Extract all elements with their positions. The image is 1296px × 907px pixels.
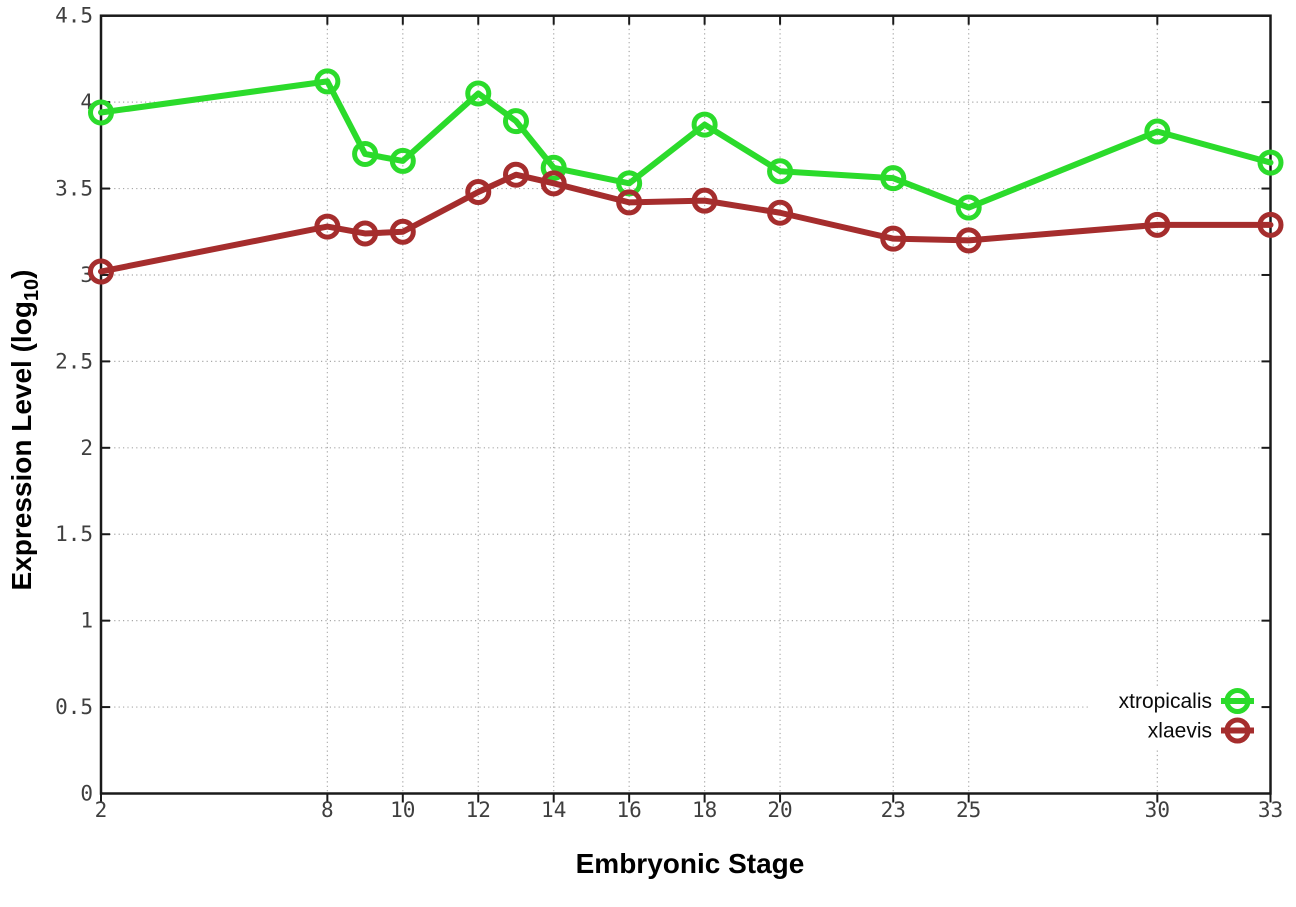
tick-label-x-16: 16	[617, 798, 642, 822]
legend-label-xtropicalis: xtropicalis	[1119, 690, 1212, 713]
x-axis-title: Embryonic Stage	[576, 848, 805, 879]
tick-label-x-10: 10	[390, 798, 415, 822]
series-line-xlaevis	[98, 171, 1274, 275]
tick-label-y-3.5: 3.5	[55, 177, 93, 201]
marker-xlaevis-stage-14	[540, 170, 567, 197]
marker-xlaevis-stage-20	[767, 199, 794, 226]
y-axis-title-subscript: 10	[21, 279, 43, 301]
tick-label-x-23: 23	[881, 798, 906, 822]
marker-xtropicalis-stage-30	[1144, 118, 1171, 145]
tick-label-x-12: 12	[466, 798, 491, 822]
marker-xlaevis-stage-12	[465, 179, 492, 206]
marker-xtropicalis-stage-23	[880, 165, 907, 192]
marker-xlaevis-stage-8	[314, 213, 341, 240]
marker-xtropicalis-stage-25	[955, 194, 982, 221]
marker-xtropicalis-stage-10	[389, 147, 416, 174]
marker-xlaevis-stage-10	[389, 218, 416, 245]
tick-label-y-1.5: 1.5	[55, 522, 93, 546]
tick-label-x-33: 33	[1258, 798, 1283, 822]
y-axis-title: Expression Level (log10)	[6, 270, 43, 591]
marker-xtropicalis-stage-13	[502, 108, 529, 135]
y-axis-title-main: Expression Level (log	[6, 301, 37, 590]
marker-xlaevis-stage-23	[880, 225, 907, 252]
tick-label-y-0.5: 0.5	[55, 695, 93, 719]
legend-marker-xtropicalis	[1224, 688, 1251, 714]
marker-xlaevis-stage-16	[616, 189, 643, 216]
marker-xlaevis-stage-25	[955, 227, 982, 254]
tick-label-x-25: 25	[956, 798, 981, 822]
tick-label-y-0: 0	[80, 782, 93, 806]
marker-xtropicalis-stage-9	[352, 140, 379, 167]
marker-xlaevis-stage-18	[691, 187, 718, 214]
plot-frame	[99, 14, 1272, 795]
marker-xlaevis-stage-13	[502, 161, 529, 188]
marker-xtropicalis-stage-20	[767, 158, 794, 185]
tick-label-y-2.5: 2.5	[55, 349, 93, 373]
legend-label-xlaevis: xlaevis	[1148, 720, 1212, 743]
marker-xtropicalis-stage-8	[314, 68, 341, 95]
marker-xtropicalis-stage-2	[88, 99, 114, 126]
tick-label-x-8: 8	[321, 798, 334, 822]
tick-label-x-2: 2	[95, 798, 108, 822]
marker-xtropicalis-stage-18	[691, 111, 718, 138]
marker-xlaevis-stage-33	[1257, 211, 1284, 238]
tick-label-x-14: 14	[541, 798, 566, 822]
marker-xlaevis-stage-2	[88, 258, 114, 285]
tick-label-x-18: 18	[692, 798, 717, 822]
marker-xtropicalis-stage-14	[540, 154, 567, 181]
series-line-xtropicalis	[98, 78, 1274, 211]
marker-xlaevis-stage-9	[352, 220, 379, 247]
marker-xlaevis-stage-30	[1144, 211, 1171, 238]
legend-marker-xlaevis	[1224, 717, 1251, 744]
tick-label-y-4.5: 4.5	[55, 4, 93, 28]
marker-xtropicalis-stage-12	[465, 80, 492, 107]
tick-label-y-1: 1	[80, 609, 93, 633]
tick-label-x-20: 20	[767, 798, 792, 822]
plot-area: 2 8 10 12 14 16 18 20 23 25 30 3300.511.522.533.544…	[55, 4, 1284, 822]
marker-xtropicalis-stage-33	[1257, 149, 1284, 176]
tick-label-x-30: 30	[1145, 798, 1170, 822]
y-axis-title-close: )	[6, 270, 37, 279]
tick-label-y-2: 2	[80, 436, 93, 460]
